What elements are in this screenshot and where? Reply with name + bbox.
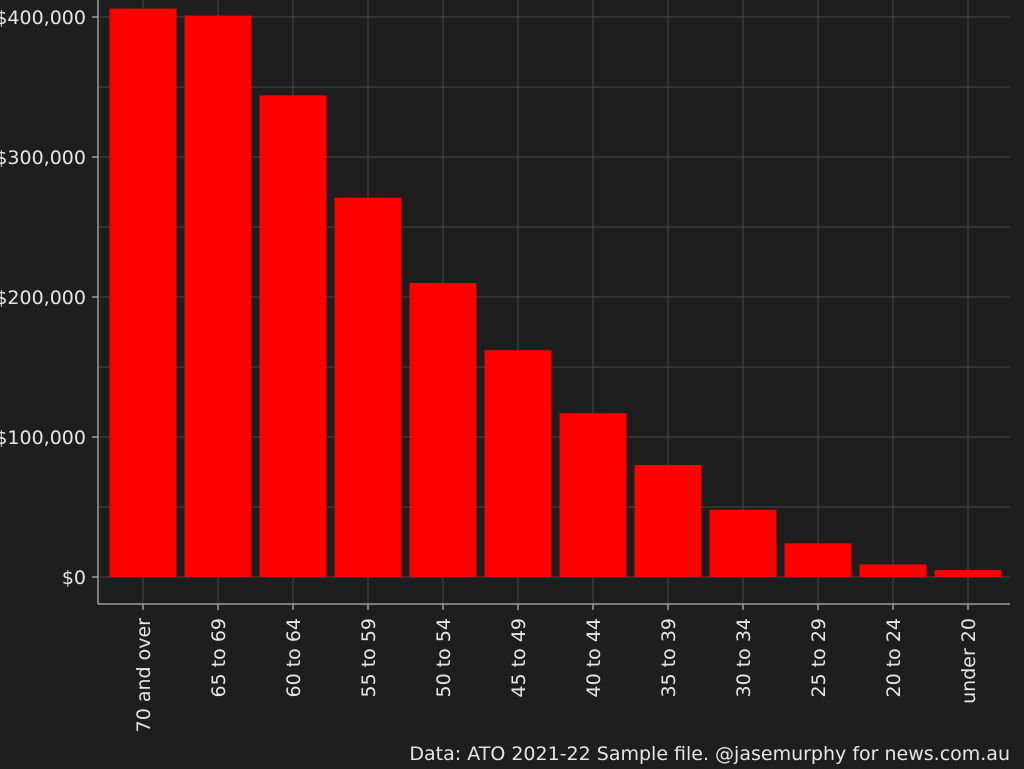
x-tick-label: 20 to 24 [883, 618, 905, 698]
bar-25-to-29 [784, 543, 852, 577]
bar-40-to-44 [559, 413, 627, 577]
bar-20-to-24 [859, 564, 927, 577]
x-tick-label: 40 to 44 [583, 618, 605, 698]
x-tick-label: 55 to 59 [358, 618, 380, 698]
bar-30-to-34 [709, 509, 777, 577]
x-tick-label: 70 and over [133, 618, 155, 733]
x-tick-label: 25 to 29 [808, 618, 830, 698]
bar-under-20 [934, 570, 1002, 577]
x-tick-label: 35 to 39 [658, 618, 680, 698]
x-tick-label: 30 to 34 [733, 618, 755, 698]
bar-35-to-39 [634, 465, 702, 577]
x-tick-label: 50 to 54 [433, 618, 455, 698]
y-tick-label: $400,000 [0, 7, 86, 29]
source-caption: Data: ATO 2021-22 Sample file. @jasemurp… [409, 743, 1010, 765]
x-tick-label: 45 to 49 [508, 618, 530, 698]
bar-70-and-over [109, 8, 177, 578]
bar-layer [109, 8, 1002, 578]
x-tick-label: 65 to 69 [208, 618, 230, 698]
bar-55-to-59 [334, 197, 402, 577]
axis-layer [92, 0, 1010, 610]
x-tick-label: 60 to 64 [283, 618, 305, 698]
bar-60-to-64 [259, 95, 327, 578]
y-tick-label: $0 [62, 567, 86, 589]
y-tick-label: $300,000 [0, 147, 86, 169]
y-tick-label: $200,000 [0, 287, 86, 309]
bar-45-to-49 [484, 350, 552, 577]
label-layer: $0 $100,000 $200,000 $300,000 $400,000 70 and… [0, 7, 980, 732]
x-tick-label: under 20 [958, 618, 980, 704]
bar-50-to-54 [409, 283, 477, 577]
y-tick-label: $100,000 [0, 427, 86, 449]
bar-65-to-69 [184, 15, 252, 578]
